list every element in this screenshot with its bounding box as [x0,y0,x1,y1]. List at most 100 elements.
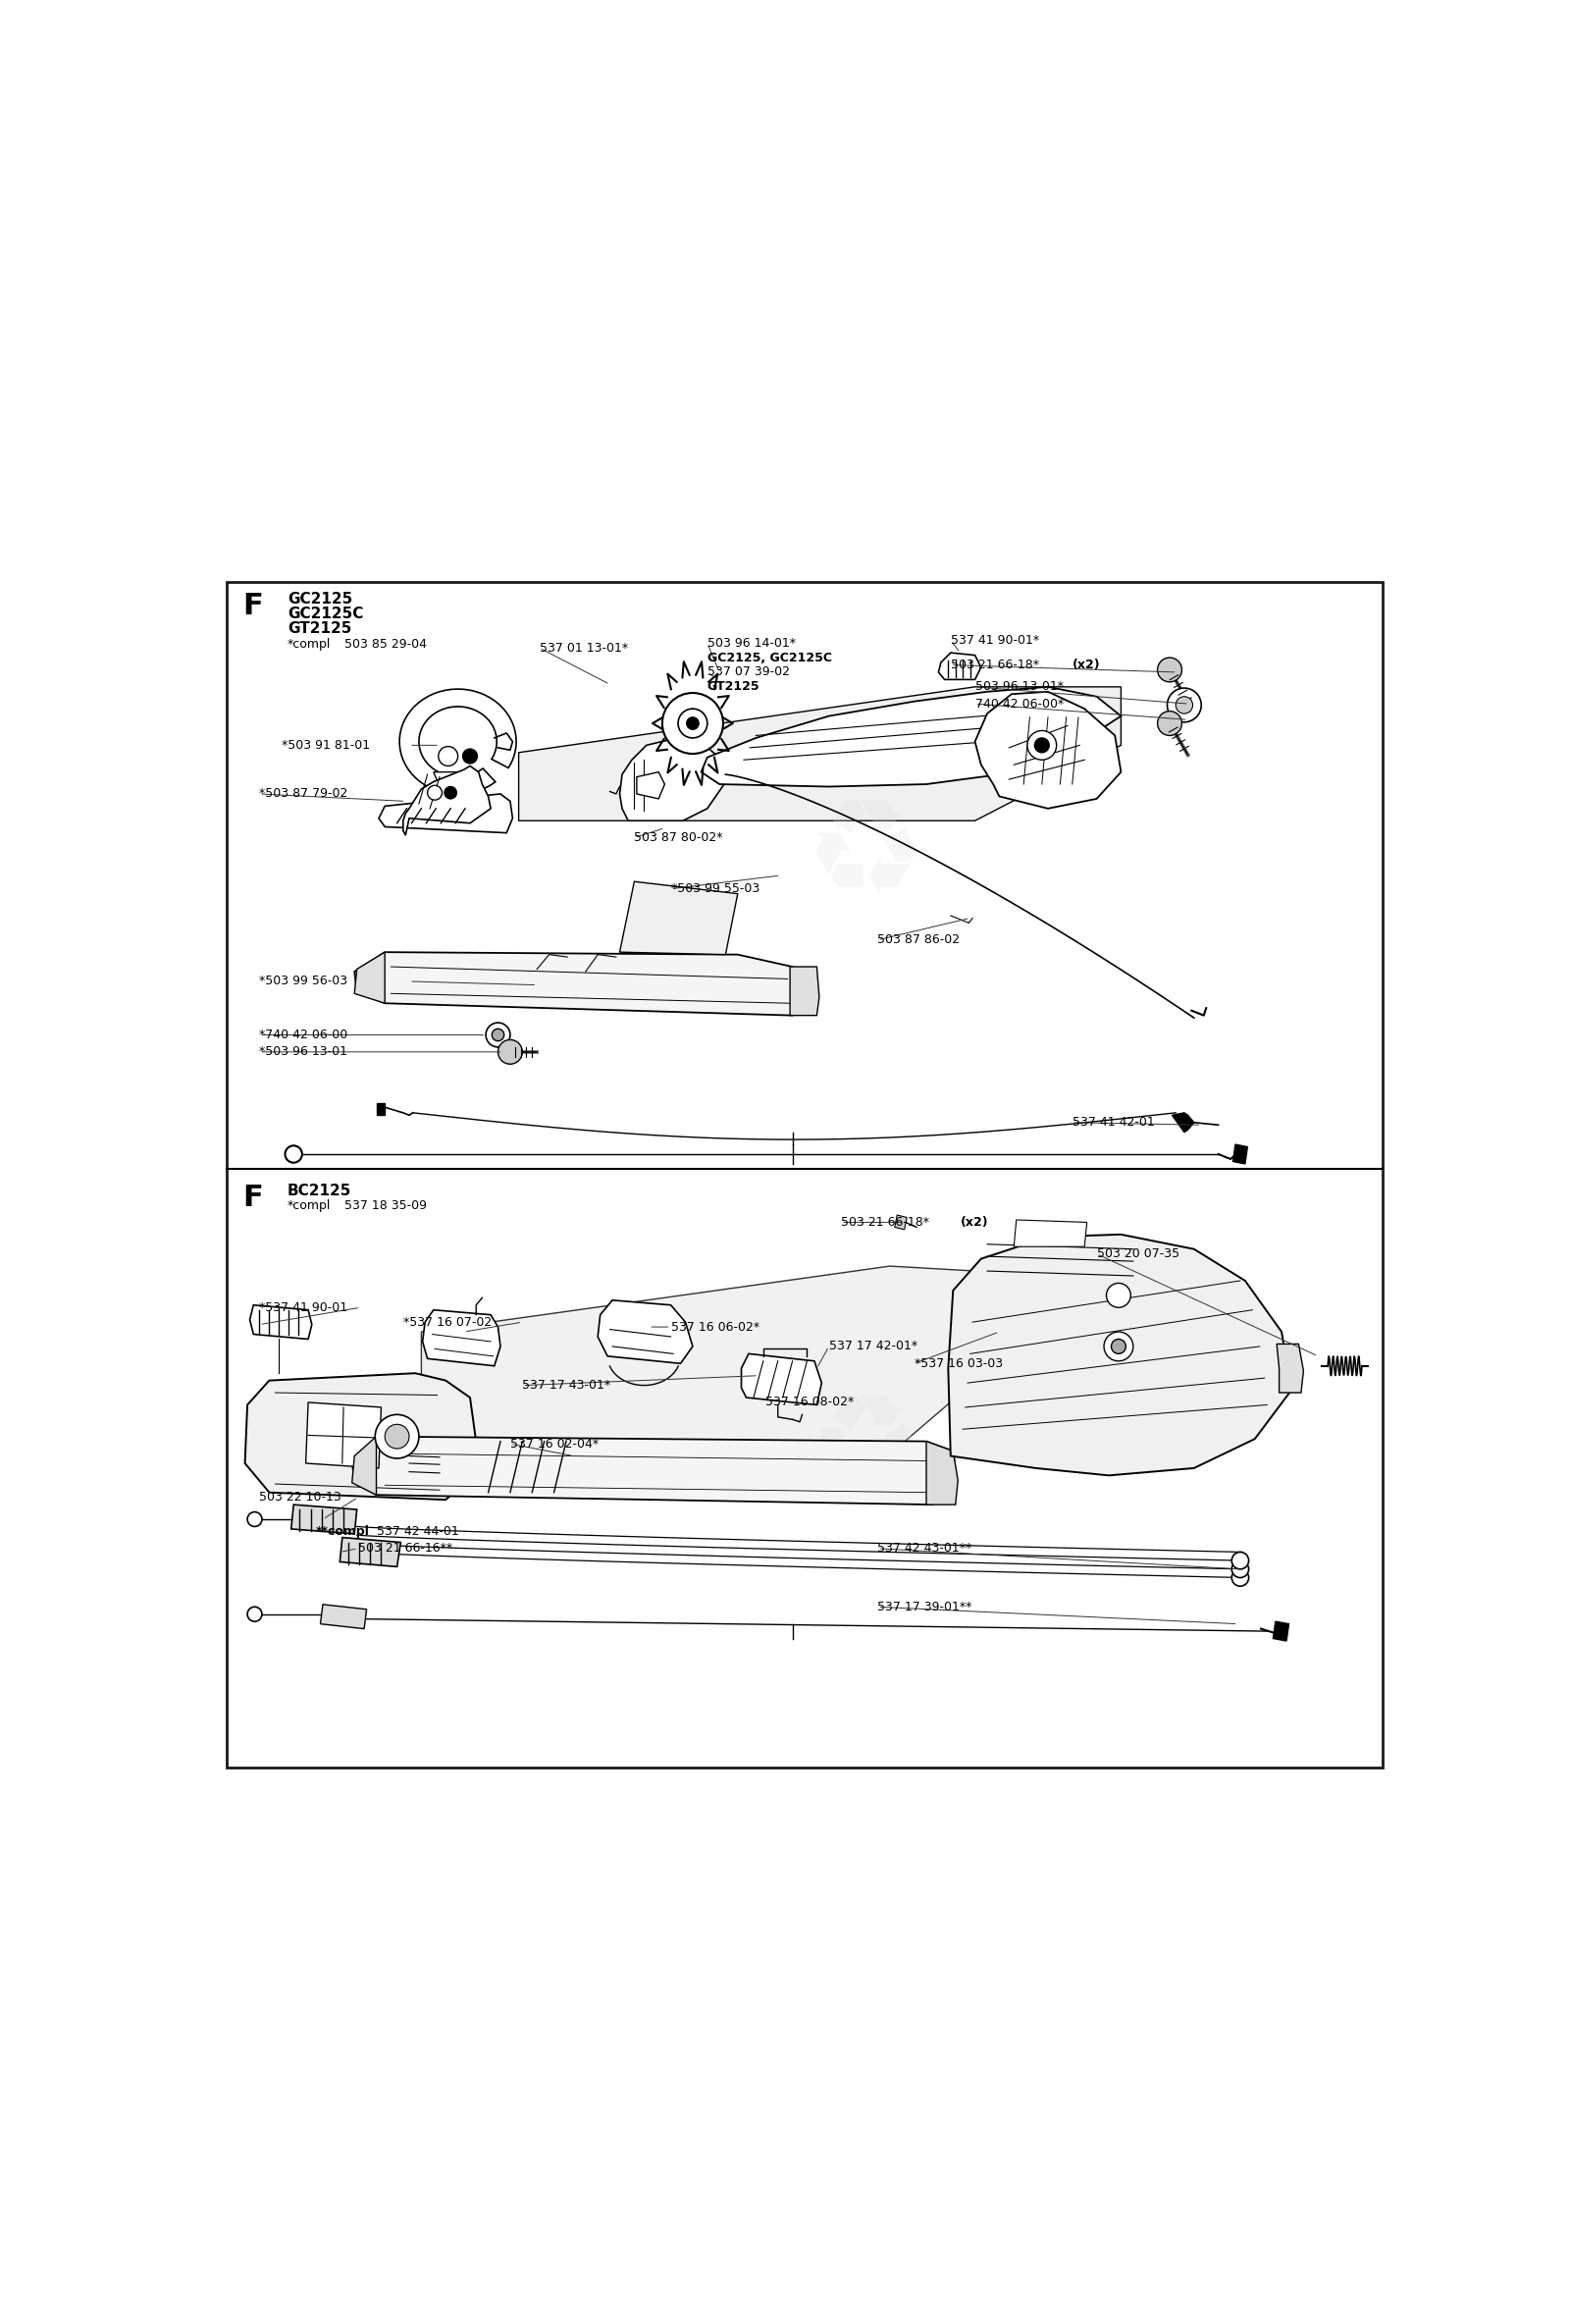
Polygon shape [352,1436,956,1504]
Text: 503 21 66-16**: 503 21 66-16** [358,1543,452,1555]
Text: ♻: ♻ [804,1387,926,1520]
Polygon shape [1232,1143,1248,1164]
Polygon shape [702,688,1121,786]
Text: 537 18 35-09: 537 18 35-09 [345,1199,427,1211]
Circle shape [1167,688,1201,723]
Circle shape [678,709,707,739]
Text: *compl: *compl [287,639,331,651]
Polygon shape [399,688,517,795]
Text: F: F [242,593,262,621]
Text: GC2125, GC2125C: GC2125, GC2125C [706,651,832,665]
Circle shape [485,1023,510,1048]
Text: *740 42 06-00: *740 42 06-00 [259,1030,349,1041]
Text: 503 21 66-18*: 503 21 66-18* [951,658,1039,672]
Circle shape [1107,1283,1130,1308]
Circle shape [248,1513,262,1527]
Polygon shape [975,693,1121,809]
Text: GC2125: GC2125 [287,593,353,607]
Circle shape [491,1030,504,1041]
Polygon shape [421,1267,988,1443]
Text: F: F [242,1183,262,1211]
Polygon shape [320,1604,367,1629]
Text: 503 21 66-18*: 503 21 66-18* [842,1215,929,1229]
Polygon shape [598,1299,692,1364]
Text: 740 42 06-00*: 740 42 06-00* [975,697,1063,711]
Text: ♻: ♻ [804,790,926,923]
Polygon shape [790,967,820,1016]
Text: 537 41 42-01: 537 41 42-01 [1072,1116,1154,1129]
Text: 503 20 07-35: 503 20 07-35 [1096,1248,1179,1260]
Text: 537 07 39-02: 537 07 39-02 [706,667,790,679]
Text: 503 96 13-01*: 503 96 13-01* [975,681,1063,693]
Polygon shape [741,1353,821,1404]
Text: **compl: **compl [316,1525,369,1538]
Polygon shape [1173,1113,1193,1132]
Text: *503 87 79-02: *503 87 79-02 [259,788,349,799]
Polygon shape [355,953,385,1004]
Polygon shape [306,1401,382,1469]
Text: 537 17 39-01**: 537 17 39-01** [878,1601,972,1613]
Text: *537 16 03-03: *537 16 03-03 [914,1357,1003,1369]
Text: 503 22 10-13: 503 22 10-13 [259,1492,342,1504]
Polygon shape [1276,1343,1303,1392]
Circle shape [427,786,443,799]
Text: 503 96 14-01*: 503 96 14-01* [706,637,796,648]
Text: GT2125: GT2125 [287,621,352,637]
Circle shape [444,786,457,799]
Circle shape [498,1039,523,1064]
Text: 537 16 08-02*: 537 16 08-02* [766,1397,854,1408]
Circle shape [1232,1552,1248,1569]
Circle shape [248,1606,262,1622]
Text: (x2): (x2) [1072,658,1101,672]
Text: *503 99 56-03: *503 99 56-03 [259,976,349,988]
Text: GC2125C: GC2125C [287,607,363,621]
Polygon shape [939,653,981,679]
Polygon shape [433,772,476,786]
Polygon shape [355,953,816,1016]
Circle shape [1176,697,1193,713]
Text: 537 01 13-01*: 537 01 13-01* [540,641,628,655]
Text: BC2125: BC2125 [287,1183,352,1199]
Polygon shape [926,1441,958,1504]
Polygon shape [948,1234,1291,1476]
Polygon shape [290,1504,356,1534]
Text: 537 17 43-01*: 537 17 43-01* [523,1378,611,1392]
Polygon shape [637,772,664,799]
Polygon shape [620,739,728,820]
Polygon shape [250,1306,312,1339]
Circle shape [1104,1332,1134,1362]
Circle shape [438,746,458,767]
Text: 537 16 02-04*: 537 16 02-04* [510,1439,598,1450]
Text: 503 87 80-02*: 503 87 80-02* [634,832,724,844]
Text: 537 42 43-01**: 537 42 43-01** [878,1543,972,1555]
Polygon shape [895,1215,907,1229]
Circle shape [1112,1339,1126,1353]
Polygon shape [403,767,491,834]
Text: *537 41 90-01: *537 41 90-01 [259,1301,349,1313]
Circle shape [1232,1562,1248,1578]
Circle shape [375,1415,419,1459]
Circle shape [1232,1569,1248,1587]
Circle shape [1157,658,1182,681]
Circle shape [463,748,477,765]
Text: 503 85 29-04: 503 85 29-04 [345,639,427,651]
Circle shape [286,1146,301,1162]
Polygon shape [620,881,738,955]
Text: *503 99 55-03: *503 99 55-03 [670,883,760,895]
Text: 503 87 86-02: 503 87 86-02 [878,934,961,946]
Polygon shape [339,1538,400,1566]
Circle shape [686,718,699,730]
Text: *compl: *compl [287,1199,331,1211]
Text: 537 16 06-02*: 537 16 06-02* [670,1320,760,1334]
Text: 537 42 44-01: 537 42 44-01 [377,1525,458,1538]
Circle shape [1157,711,1182,734]
Circle shape [1027,730,1057,760]
Polygon shape [377,1104,385,1116]
Text: (x2): (x2) [961,1215,989,1229]
Polygon shape [1014,1220,1086,1246]
Polygon shape [378,795,513,832]
Circle shape [663,693,724,753]
Text: *503 96 13-01: *503 96 13-01 [259,1046,349,1057]
Text: 537 41 90-01*: 537 41 90-01* [951,634,1039,646]
Circle shape [1035,739,1049,753]
